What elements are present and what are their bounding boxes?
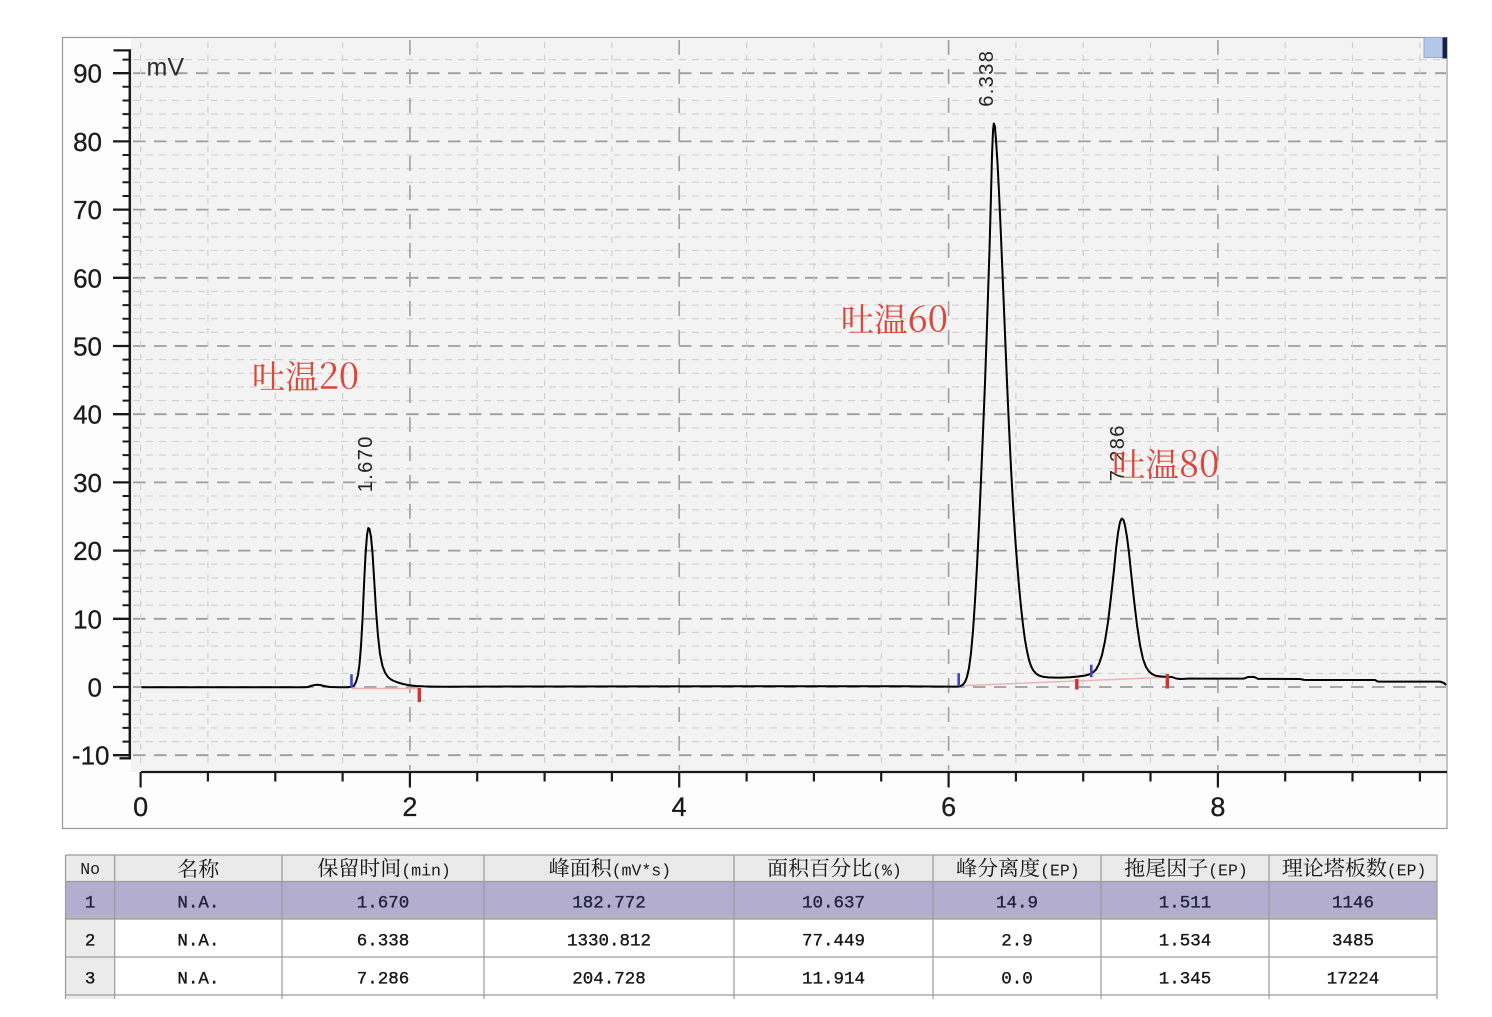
svg-text:1: 1: [85, 894, 96, 914]
svg-text:4: 4: [672, 792, 687, 822]
svg-text:182.772: 182.772: [572, 894, 646, 914]
svg-text:90: 90: [73, 59, 102, 89]
svg-text:No: No: [80, 860, 100, 879]
svg-text:2: 2: [402, 792, 417, 822]
svg-text:N.A.: N.A.: [177, 970, 219, 990]
svg-text:6: 6: [941, 792, 956, 822]
svg-text:1.670: 1.670: [357, 894, 410, 914]
svg-text:7.286: 7.286: [1107, 424, 1129, 481]
svg-text:N.A.: N.A.: [177, 894, 219, 914]
svg-text:1.511: 1.511: [1159, 894, 1212, 914]
svg-text:6.338: 6.338: [976, 50, 998, 107]
svg-text:-10: -10: [72, 741, 110, 771]
svg-text:N.A.: N.A.: [177, 932, 219, 952]
svg-text:1.534: 1.534: [1159, 932, 1212, 952]
svg-text:10.637: 10.637: [802, 894, 865, 914]
svg-text:1.670: 1.670: [355, 435, 377, 492]
svg-text:6.338: 6.338: [357, 932, 410, 952]
svg-text:50: 50: [73, 332, 102, 362]
svg-text:204.728: 204.728: [572, 970, 646, 990]
svg-text:0: 0: [133, 792, 148, 822]
svg-text:2.9: 2.9: [1001, 932, 1033, 952]
svg-text:10: 10: [73, 604, 102, 634]
svg-text:1330.812: 1330.812: [567, 932, 651, 952]
svg-text:40: 40: [73, 400, 102, 430]
svg-text:2: 2: [85, 932, 96, 952]
svg-text:7.286: 7.286: [357, 970, 410, 990]
svg-text:8: 8: [1210, 792, 1225, 822]
svg-text:3: 3: [85, 970, 96, 990]
svg-text:80: 80: [73, 127, 102, 157]
svg-text:1146: 1146: [1332, 894, 1374, 914]
svg-text:60: 60: [73, 263, 102, 293]
svg-text:77.449: 77.449: [802, 932, 865, 952]
svg-text:mV: mV: [147, 53, 185, 81]
svg-text:1.345: 1.345: [1159, 970, 1212, 990]
svg-text:0.0: 0.0: [1001, 970, 1033, 990]
svg-text:14.9: 14.9: [996, 894, 1038, 914]
svg-text:3485: 3485: [1332, 932, 1374, 952]
svg-text:70: 70: [73, 195, 102, 225]
svg-text:0: 0: [88, 673, 102, 703]
svg-text:17224: 17224: [1327, 970, 1380, 990]
svg-text:30: 30: [73, 468, 102, 498]
svg-text:11.914: 11.914: [802, 970, 865, 990]
svg-text:20: 20: [73, 536, 102, 566]
